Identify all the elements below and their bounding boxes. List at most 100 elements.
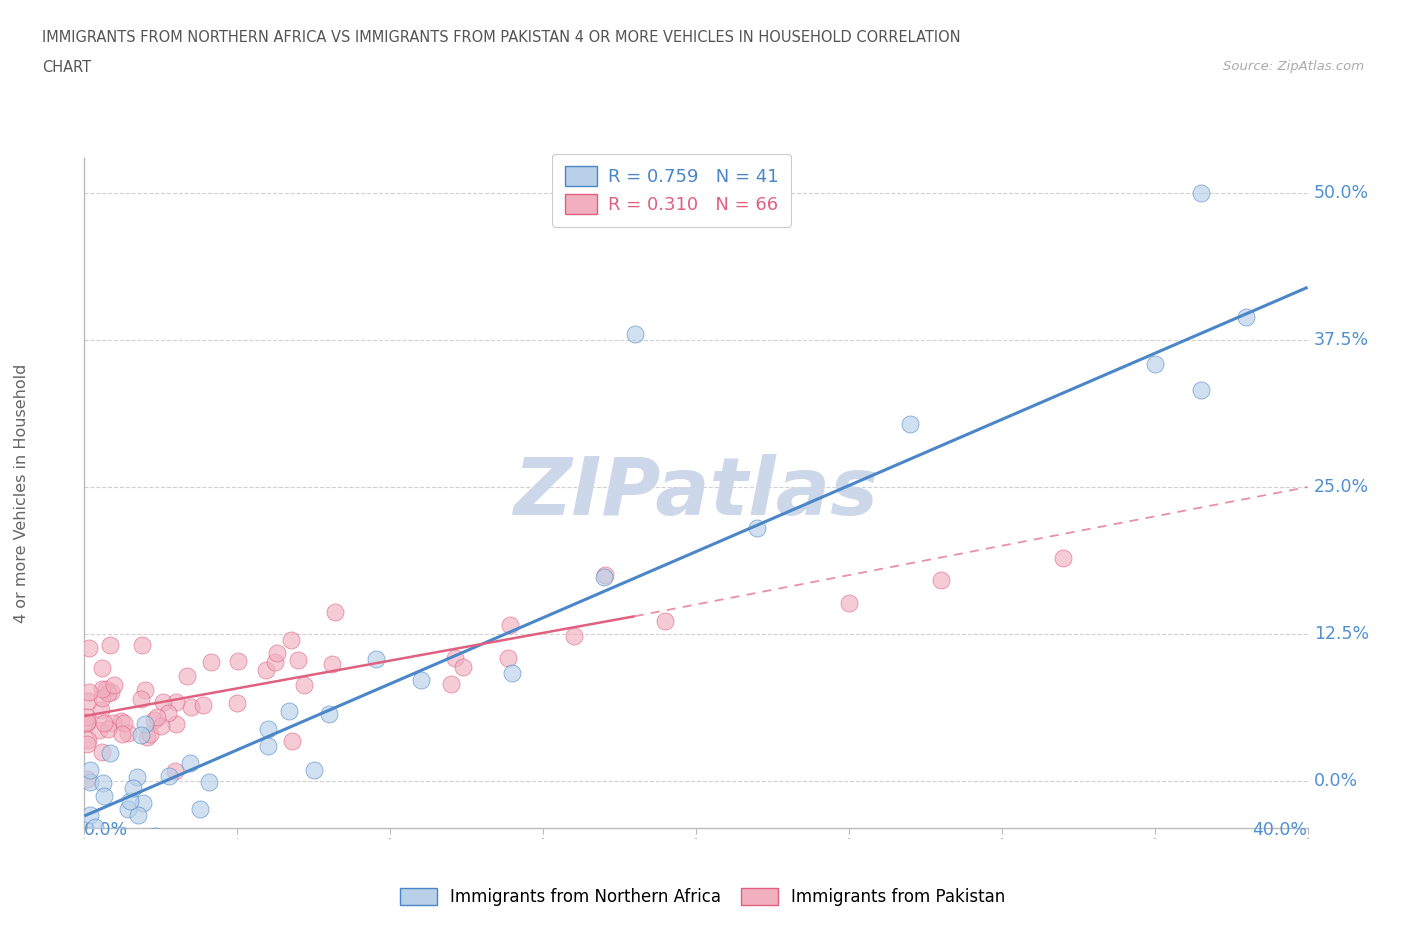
Text: ZIPatlas: ZIPatlas bbox=[513, 454, 879, 532]
Point bbox=[624, 326, 647, 341]
Point bbox=[100, 685, 122, 700]
Point bbox=[188, 801, 211, 816]
Point bbox=[136, 729, 159, 744]
Point bbox=[93, 715, 115, 730]
Text: 40.0%: 40.0% bbox=[1253, 821, 1308, 839]
Point bbox=[176, 669, 198, 684]
Point bbox=[180, 699, 202, 714]
Point bbox=[200, 655, 222, 670]
Point bbox=[110, 714, 132, 729]
Point bbox=[321, 657, 343, 671]
Point bbox=[91, 661, 114, 676]
Point bbox=[98, 746, 121, 761]
Point bbox=[97, 832, 120, 847]
Point bbox=[1189, 382, 1212, 397]
Point bbox=[91, 682, 114, 697]
Point bbox=[440, 677, 463, 692]
Text: 4 or more Vehicles in Household: 4 or more Vehicles in Household bbox=[14, 364, 30, 622]
Point bbox=[129, 691, 152, 706]
Point bbox=[256, 722, 278, 737]
Point bbox=[562, 629, 585, 644]
Point bbox=[292, 678, 315, 693]
Text: 50.0%: 50.0% bbox=[1313, 184, 1369, 203]
Point bbox=[79, 807, 101, 822]
Point bbox=[595, 567, 617, 582]
Point bbox=[112, 715, 135, 730]
Point bbox=[127, 807, 149, 822]
Point bbox=[1052, 551, 1074, 565]
Point bbox=[226, 653, 249, 668]
Text: IMMIGRANTS FROM NORTHERN AFRICA VS IMMIGRANTS FROM PAKISTAN 4 OR MORE VEHICLES I: IMMIGRANTS FROM NORTHERN AFRICA VS IMMIG… bbox=[42, 30, 960, 45]
Point bbox=[149, 718, 172, 733]
Point bbox=[127, 770, 149, 785]
Point bbox=[97, 722, 120, 737]
Point bbox=[120, 794, 142, 809]
Point bbox=[499, 618, 522, 632]
Point bbox=[496, 651, 519, 666]
Point bbox=[77, 640, 100, 655]
Point bbox=[165, 717, 187, 732]
Point bbox=[179, 756, 201, 771]
Point bbox=[160, 831, 183, 846]
Point bbox=[76, 771, 98, 786]
Text: Source: ZipAtlas.com: Source: ZipAtlas.com bbox=[1223, 60, 1364, 73]
Point bbox=[172, 832, 194, 847]
Text: 37.5%: 37.5% bbox=[1313, 331, 1369, 349]
Point bbox=[131, 637, 153, 652]
Point bbox=[263, 655, 285, 670]
Point bbox=[278, 703, 301, 718]
Point bbox=[157, 705, 180, 720]
Point bbox=[165, 694, 187, 709]
Point bbox=[77, 693, 100, 708]
Point bbox=[76, 710, 98, 724]
Point bbox=[93, 789, 115, 804]
Point bbox=[84, 819, 107, 834]
Point bbox=[146, 710, 169, 724]
Point bbox=[101, 716, 124, 731]
Point bbox=[444, 650, 467, 665]
Point bbox=[838, 595, 860, 610]
Point bbox=[501, 666, 523, 681]
Point bbox=[76, 715, 98, 730]
Point bbox=[654, 614, 676, 629]
Point bbox=[76, 716, 98, 731]
Point bbox=[256, 663, 278, 678]
Point bbox=[157, 769, 180, 784]
Point bbox=[134, 716, 156, 731]
Text: 12.5%: 12.5% bbox=[1313, 625, 1369, 643]
Point bbox=[198, 774, 221, 789]
Point bbox=[121, 780, 143, 795]
Point bbox=[318, 707, 340, 722]
Point bbox=[1234, 310, 1257, 325]
Point bbox=[257, 738, 280, 753]
Point bbox=[76, 737, 98, 751]
Point bbox=[898, 417, 921, 432]
Legend: Immigrants from Northern Africa, Immigrants from Pakistan: Immigrants from Northern Africa, Immigra… bbox=[394, 881, 1012, 912]
Point bbox=[281, 734, 304, 749]
Point bbox=[91, 776, 114, 790]
Legend: R = 0.759   N = 41, R = 0.310   N = 66: R = 0.759 N = 41, R = 0.310 N = 66 bbox=[553, 153, 792, 227]
Point bbox=[89, 723, 111, 737]
Point bbox=[90, 702, 112, 717]
Point bbox=[110, 828, 132, 843]
Point bbox=[138, 727, 160, 742]
Point bbox=[226, 696, 249, 711]
Point bbox=[94, 681, 117, 696]
Point bbox=[266, 645, 288, 660]
Point bbox=[79, 775, 101, 790]
Point bbox=[97, 685, 120, 700]
Point bbox=[366, 652, 388, 667]
Point bbox=[287, 652, 309, 667]
Point bbox=[90, 690, 112, 705]
Point bbox=[117, 726, 139, 741]
Point bbox=[745, 521, 768, 536]
Point bbox=[117, 802, 139, 817]
Point bbox=[77, 733, 100, 748]
Point bbox=[163, 764, 186, 778]
Point bbox=[409, 672, 432, 687]
Point bbox=[90, 744, 112, 759]
Text: 0.0%: 0.0% bbox=[1313, 772, 1358, 790]
Point bbox=[132, 795, 155, 810]
Point bbox=[1189, 186, 1212, 201]
Point bbox=[77, 684, 100, 699]
